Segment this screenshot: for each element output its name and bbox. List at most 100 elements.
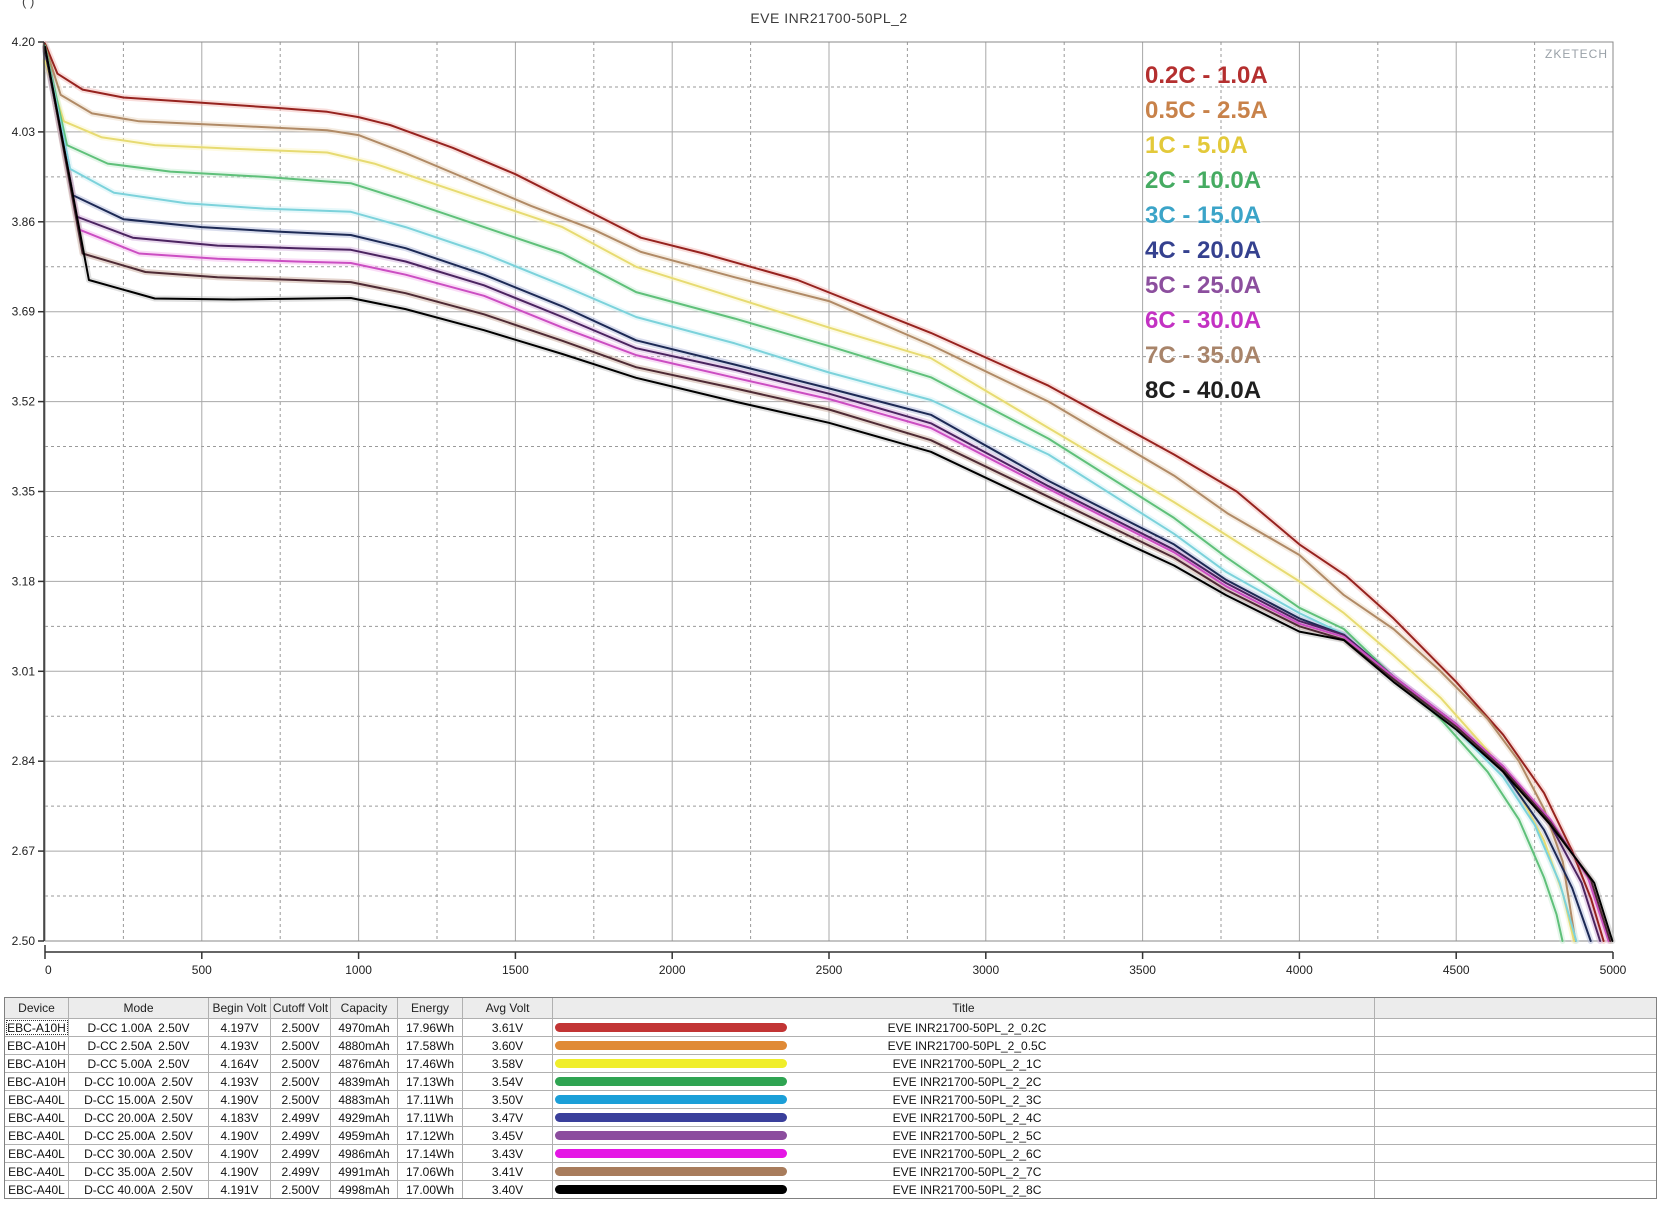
cell-device[interactable]: EBC-A40L <box>5 1091 69 1108</box>
cell-avg-volt[interactable]: 3.47V <box>463 1109 553 1126</box>
cell-device[interactable]: EBC-A40L <box>5 1163 69 1180</box>
cell-device[interactable]: EBC-A10H <box>5 1055 69 1072</box>
cell-energy[interactable]: 17.58Wh <box>398 1037 463 1054</box>
cell-energy[interactable]: 17.13Wh <box>398 1073 463 1090</box>
cell-cutoff-volt[interactable]: 2.499V <box>271 1127 331 1144</box>
cell-mode[interactable]: D-CC 5.00A 2.50V <box>69 1055 209 1072</box>
curve-glow-4C <box>42 48 1594 944</box>
test-title: EVE INR21700-50PL_2_1C <box>892 1056 1042 1071</box>
cell-cutoff-volt[interactable]: 2.500V <box>271 1019 331 1036</box>
cell-title[interactable]: EVE INR21700-50PL_2_0.5C <box>553 1037 1375 1054</box>
cell-capacity[interactable]: 4929mAh <box>331 1109 398 1126</box>
cell-energy[interactable]: 17.06Wh <box>398 1163 463 1180</box>
cell-begin-volt[interactable]: 4.193V <box>209 1073 271 1090</box>
cell-begin-volt[interactable]: 4.190V <box>209 1127 271 1144</box>
column-header-capacity[interactable]: Capacity <box>331 998 398 1018</box>
column-header-avg-volt[interactable]: Avg Volt <box>463 998 553 1018</box>
cell-cutoff-volt[interactable]: 2.500V <box>271 1181 331 1198</box>
cell-cutoff-volt[interactable]: 2.499V <box>271 1109 331 1126</box>
cell-energy[interactable]: 17.11Wh <box>398 1091 463 1108</box>
cell-mode[interactable]: D-CC 1.00A 2.50V <box>69 1019 209 1036</box>
cell-begin-volt[interactable]: 4.190V <box>209 1145 271 1162</box>
cell-energy[interactable]: 17.46Wh <box>398 1055 463 1072</box>
cell-device[interactable]: EBC-A40L <box>5 1145 69 1162</box>
cell-mode[interactable]: D-CC 25.00A 2.50V <box>69 1127 209 1144</box>
cell-device[interactable]: EBC-A10H <box>5 1037 69 1054</box>
cell-mode[interactable]: D-CC 35.00A 2.50V <box>69 1163 209 1180</box>
y-tick-label: 3.35 <box>12 485 36 499</box>
cell-avg-volt[interactable]: 3.54V <box>463 1073 553 1090</box>
cell-title[interactable]: EVE INR21700-50PL_2_1C <box>553 1055 1375 1072</box>
cell-cutoff-volt[interactable]: 2.500V <box>271 1073 331 1090</box>
table-row: EBC-A40L D-CC 35.00A 2.50V 4.190V 2.499V 499… <box>5 1163 1656 1181</box>
cell-capacity[interactable]: 4970mAh <box>331 1019 398 1036</box>
column-header-blank[interactable] <box>1375 998 1656 1018</box>
results-table: Device Mode Begin Volt Cutoff Volt Capacity E… <box>4 997 1657 1199</box>
cell-avg-volt[interactable]: 3.40V <box>463 1181 553 1198</box>
column-header-device[interactable]: Device <box>5 998 69 1018</box>
y-tick-label: 3.18 <box>12 574 36 588</box>
cell-device[interactable]: EBC-A10H <box>5 1019 69 1036</box>
cell-title[interactable]: EVE INR21700-50PL_2_6C <box>553 1145 1375 1162</box>
curve-color-bar <box>555 1059 787 1068</box>
cell-capacity[interactable]: 4880mAh <box>331 1037 398 1054</box>
cell-capacity[interactable]: 4986mAh <box>331 1145 398 1162</box>
cell-begin-volt[interactable]: 4.190V <box>209 1091 271 1108</box>
cell-title[interactable]: EVE INR21700-50PL_2_0.2C <box>553 1019 1375 1036</box>
cell-device[interactable]: EBC-A10H <box>5 1073 69 1090</box>
cell-title[interactable]: EVE INR21700-50PL_2_3C <box>553 1091 1375 1108</box>
cell-energy[interactable]: 17.12Wh <box>398 1127 463 1144</box>
cell-energy[interactable]: 17.14Wh <box>398 1145 463 1162</box>
cell-mode[interactable]: D-CC 20.00A 2.50V <box>69 1109 209 1126</box>
cell-begin-volt[interactable]: 4.193V <box>209 1037 271 1054</box>
cell-begin-volt[interactable]: 4.191V <box>209 1181 271 1198</box>
cell-avg-volt[interactable]: 3.41V <box>463 1163 553 1180</box>
cell-cutoff-volt[interactable]: 2.500V <box>271 1091 331 1108</box>
cell-avg-volt[interactable]: 3.45V <box>463 1127 553 1144</box>
cell-avg-volt[interactable]: 3.60V <box>463 1037 553 1054</box>
cell-device[interactable]: EBC-A40L <box>5 1109 69 1126</box>
cell-mode[interactable]: D-CC 10.00A 2.50V <box>69 1073 209 1090</box>
cell-capacity[interactable]: 4959mAh <box>331 1127 398 1144</box>
test-title: EVE INR21700-50PL_2_5C <box>892 1128 1042 1143</box>
cell-title[interactable]: EVE INR21700-50PL_2_5C <box>553 1127 1375 1144</box>
cell-energy[interactable]: 17.11Wh <box>398 1109 463 1126</box>
cell-cutoff-volt[interactable]: 2.499V <box>271 1145 331 1162</box>
column-header-cutoff-volt[interactable]: Cutoff Volt <box>271 998 331 1018</box>
column-header-title[interactable]: Title <box>553 998 1375 1018</box>
cell-capacity[interactable]: 4998mAh <box>331 1181 398 1198</box>
cell-avg-volt[interactable]: 3.50V <box>463 1091 553 1108</box>
cell-mode[interactable]: D-CC 40.00A 2.50V <box>69 1181 209 1198</box>
column-header-mode[interactable]: Mode <box>69 998 209 1018</box>
cell-mode[interactable]: D-CC 30.00A 2.50V <box>69 1145 209 1162</box>
cell-cutoff-volt[interactable]: 2.500V <box>271 1037 331 1054</box>
legend-item-3C: 3C - 15.0A <box>1145 202 1262 229</box>
cell-avg-volt[interactable]: 3.43V <box>463 1145 553 1162</box>
cell-title[interactable]: EVE INR21700-50PL_2_4C <box>553 1109 1375 1126</box>
cell-begin-volt[interactable]: 4.164V <box>209 1055 271 1072</box>
column-header-energy[interactable]: Energy <box>398 998 463 1018</box>
legend-item-8C: 8C - 40.0A <box>1145 377 1262 404</box>
cell-energy[interactable]: 17.96Wh <box>398 1019 463 1036</box>
cell-title[interactable]: EVE INR21700-50PL_2_2C <box>553 1073 1375 1090</box>
cell-title[interactable]: EVE INR21700-50PL_2_8C <box>553 1181 1375 1198</box>
cell-mode[interactable]: D-CC 15.00A 2.50V <box>69 1091 209 1108</box>
cell-avg-volt[interactable]: 3.58V <box>463 1055 553 1072</box>
cell-avg-volt[interactable]: 3.61V <box>463 1019 553 1036</box>
cell-title[interactable]: EVE INR21700-50PL_2_7C <box>553 1163 1375 1180</box>
column-header-begin-volt[interactable]: Begin Volt <box>209 998 271 1018</box>
cell-cutoff-volt[interactable]: 2.499V <box>271 1163 331 1180</box>
cell-capacity[interactable]: 4883mAh <box>331 1091 398 1108</box>
cell-cutoff-volt[interactable]: 2.500V <box>271 1055 331 1072</box>
cell-begin-volt[interactable]: 4.190V <box>209 1163 271 1180</box>
cell-capacity[interactable]: 4839mAh <box>331 1073 398 1090</box>
cell-device[interactable]: EBC-A40L <box>5 1181 69 1198</box>
cell-capacity[interactable]: 4991mAh <box>331 1163 398 1180</box>
y-tick-label: 3.01 <box>12 664 36 678</box>
cell-energy[interactable]: 17.00Wh <box>398 1181 463 1198</box>
cell-begin-volt[interactable]: 4.183V <box>209 1109 271 1126</box>
cell-capacity[interactable]: 4876mAh <box>331 1055 398 1072</box>
cell-begin-volt[interactable]: 4.197V <box>209 1019 271 1036</box>
cell-mode[interactable]: D-CC 2.50A 2.50V <box>69 1037 209 1054</box>
cell-device[interactable]: EBC-A40L <box>5 1127 69 1144</box>
